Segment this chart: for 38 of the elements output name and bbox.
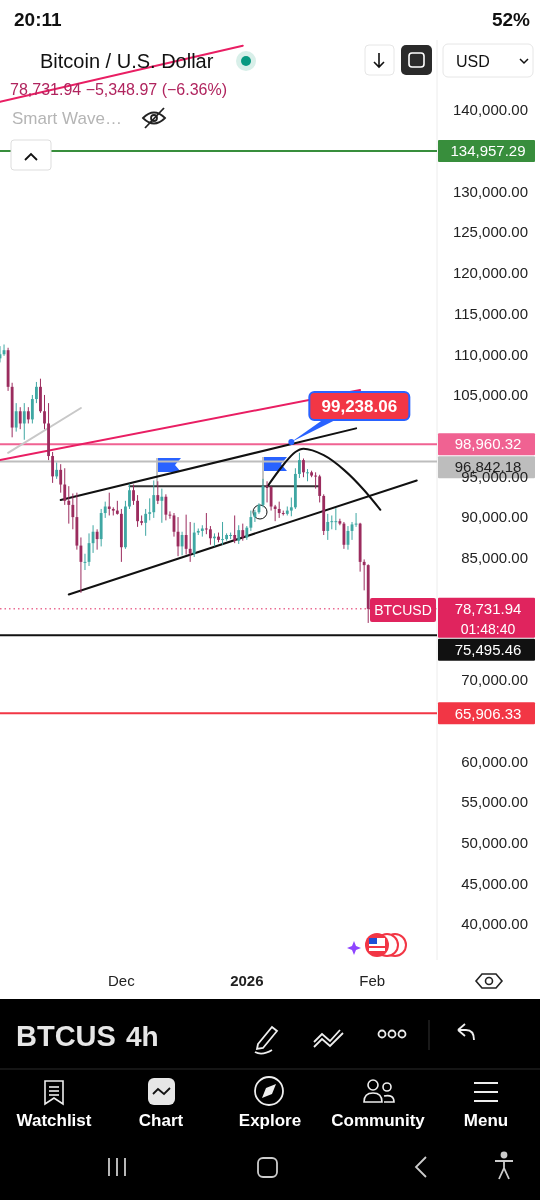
ref-line-label: 98,960.32	[454, 435, 522, 453]
text: Watchlist	[16, 1111, 92, 1130]
text: Explore	[238, 1111, 302, 1130]
x-tick-label: 2026	[230, 972, 264, 989]
y-tick-label: 125,000.00	[452, 223, 528, 241]
text: BTCUS	[16, 1020, 116, 1052]
ref-line-label: 65,906.33	[454, 704, 522, 722]
y-tick-label: 115,000.00	[454, 304, 528, 322]
ref-line-label: 78,731.94	[454, 600, 522, 618]
annotation: Smart Wave…	[12, 109, 122, 128]
text: 4h	[126, 1021, 159, 1052]
x-tick-label: Dec	[108, 972, 136, 989]
x-tick-label: Feb	[359, 972, 386, 989]
annotation: 99,238.06	[321, 396, 398, 416]
y-tick-label: 60,000.00	[461, 752, 528, 770]
text: Chart	[138, 1111, 184, 1130]
y-tick-label: 55,000.00	[461, 793, 528, 811]
annotation: BTCUSD	[374, 602, 432, 618]
y-tick-label: 70,000.00	[461, 671, 528, 689]
y-tick-label: 40,000.00	[461, 915, 528, 933]
y-tick-label: 110,000.00	[454, 345, 528, 363]
ref-line-label: 134,957.29	[450, 142, 526, 160]
y-tick-label: 85,000.00	[461, 549, 528, 567]
y-tick-label: 130,000.00	[452, 182, 528, 200]
y-tick-label: 105,000.00	[452, 386, 528, 404]
callout: 99,238.06	[288, 390, 411, 445]
text: 52%	[491, 9, 531, 30]
text: 20:11	[14, 9, 62, 30]
text: USD	[456, 53, 490, 70]
text: Menu	[463, 1111, 509, 1130]
y-tick-label: 90,000.00	[461, 508, 528, 526]
y-tick-label: 50,000.00	[461, 834, 528, 852]
text: Community	[331, 1111, 426, 1130]
y-tick-label: 120,000.00	[452, 264, 528, 282]
text: 01:48:40	[460, 621, 516, 637]
y-tick-label: 45,000.00	[461, 874, 528, 892]
ref-line-label: 75,495.46	[454, 641, 522, 659]
y-tick-label: 140,000.00	[452, 101, 528, 119]
